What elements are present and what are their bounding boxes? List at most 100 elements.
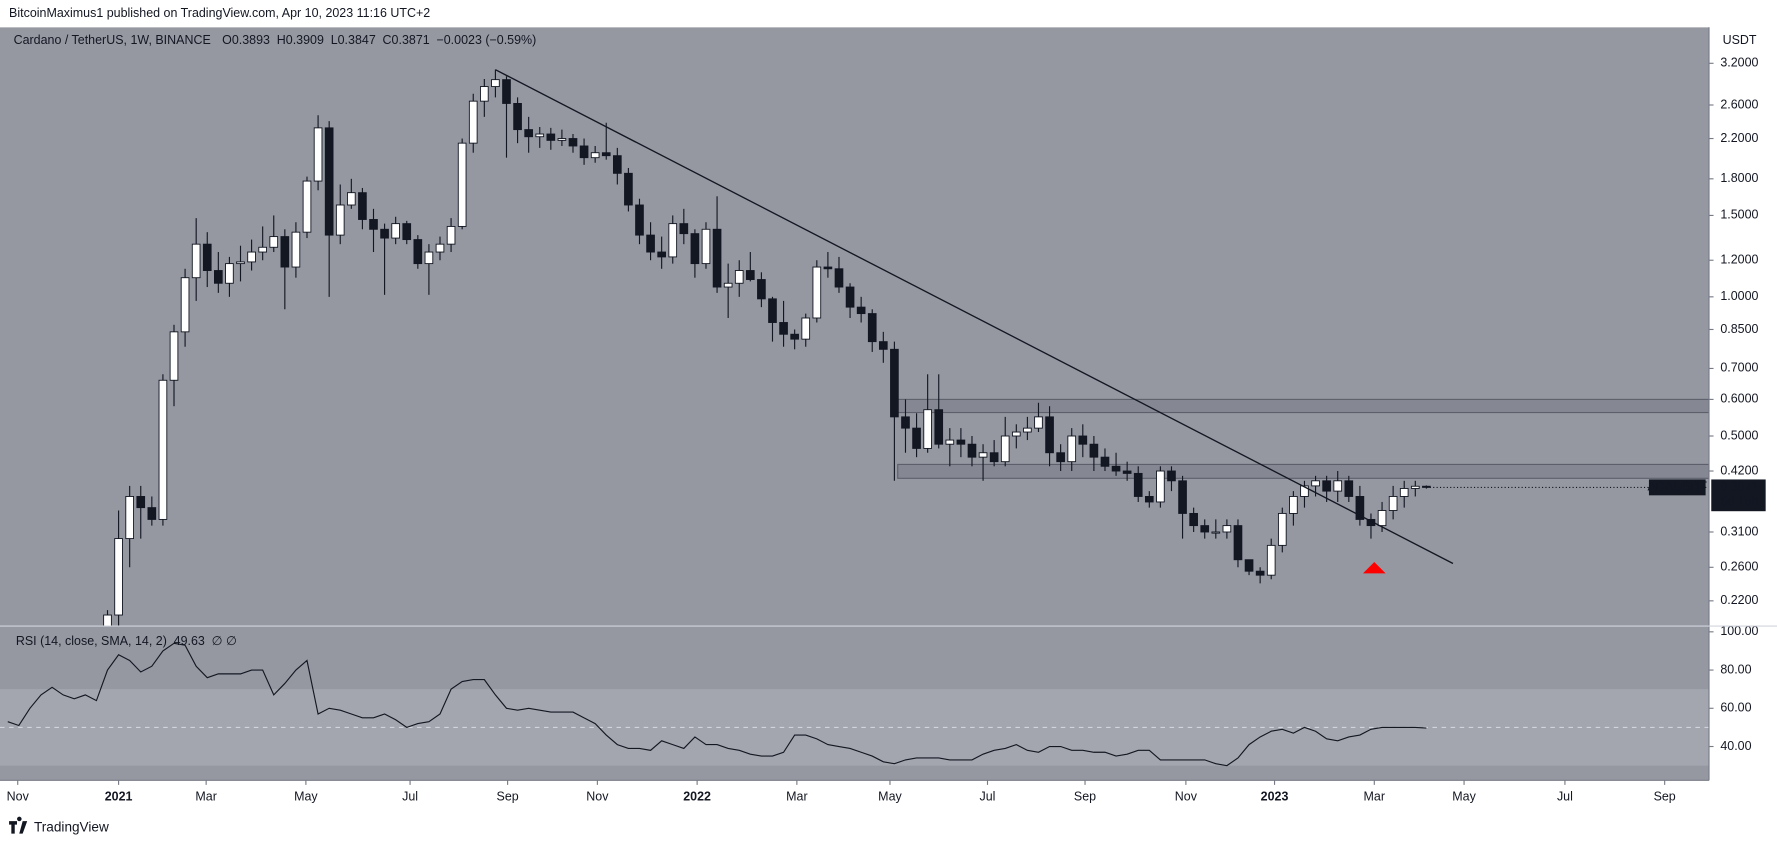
candle-body — [269, 236, 279, 248]
candle-body — [679, 223, 689, 235]
candle-body — [479, 86, 489, 102]
candle-body — [1233, 525, 1243, 561]
attribution: BitcoinMaximus1 published on TradingView… — [9, 6, 430, 20]
y-tick-label: 1.8000 — [1720, 171, 1758, 185]
last-price-label: 0.3871 — [1720, 480, 1758, 494]
candle-body — [624, 172, 633, 206]
candle-body — [1100, 456, 1110, 467]
candle-body — [214, 270, 223, 284]
rsi-pane — [0, 626, 1710, 781]
rsi-line — [7, 642, 1427, 767]
candle-body — [413, 239, 423, 265]
candle-body — [358, 192, 367, 220]
candle-body — [712, 228, 722, 288]
y-tick-label: 3.2000 — [1720, 56, 1758, 70]
brand-logo — [9, 816, 28, 834]
candle-body — [103, 614, 112, 627]
x-tick-label: Jul — [1557, 790, 1573, 804]
y-tick-label: 0.4200 — [1720, 463, 1758, 477]
rsi-extra: ∅ ∅ — [212, 634, 237, 648]
countdown-label: 6d 15h — [1720, 494, 1758, 508]
y-tick-label: 1.2000 — [1720, 253, 1758, 267]
x-tick-label: 2021 — [105, 790, 133, 804]
candle-body — [169, 331, 179, 381]
ohlc-value: 0.3871 — [392, 33, 430, 47]
candle-body — [202, 243, 212, 271]
candle-body — [757, 279, 766, 300]
candle-body — [114, 538, 123, 616]
candle-body — [346, 192, 356, 206]
candle-body — [468, 100, 478, 144]
change: −0.0023 (−0.59%) — [436, 33, 536, 47]
x-tick-label: Sep — [1654, 790, 1676, 804]
candle-body — [646, 234, 655, 253]
candle-body — [1300, 485, 1309, 497]
candle-body — [934, 409, 944, 445]
candle-body — [1000, 435, 1010, 463]
brand: TradingView — [34, 820, 109, 835]
candle-body — [1144, 496, 1154, 503]
candle-body — [1355, 496, 1365, 520]
candle-body — [524, 129, 533, 138]
y-tick-label: 0.7000 — [1720, 361, 1758, 375]
candle-body — [1410, 485, 1420, 489]
ohlc-value: 0.3893 — [232, 33, 270, 47]
x-tick-label: May — [294, 790, 318, 804]
candle-body — [1023, 427, 1032, 433]
candle-body — [856, 306, 866, 315]
candle-body — [1089, 443, 1099, 458]
ohlc-letter: O — [222, 33, 232, 47]
candle-body — [1156, 470, 1165, 503]
x-tick-label: 2023 — [1261, 790, 1289, 804]
candle-body — [380, 228, 389, 239]
candle-body — [147, 507, 157, 520]
candle-body — [1189, 512, 1198, 527]
rsi-y-tick-label: 40.00 — [1720, 739, 1751, 753]
candle-body — [612, 155, 622, 174]
candle-body — [867, 313, 877, 343]
ohlc-value: 0.3909 — [286, 33, 324, 47]
candle-body — [402, 223, 412, 241]
y-tick-label: 0.6000 — [1720, 392, 1758, 406]
candle-body — [391, 223, 400, 239]
candle-body — [1133, 472, 1143, 497]
x-tick-label: Nov — [7, 790, 30, 804]
price-box — [1711, 479, 1766, 512]
rsi-value: 49.63 — [174, 634, 205, 648]
ohlc-letter: C — [383, 33, 392, 47]
symbol: Cardano / TetherUS, 1W, BINANCE — [14, 33, 211, 47]
candle-body — [291, 231, 301, 268]
rsi-y-tick-label: 80.00 — [1720, 662, 1751, 676]
candle-body — [457, 142, 467, 227]
candle-body — [158, 379, 168, 520]
x-tick-label: Mar — [786, 790, 807, 804]
candle-body — [335, 204, 345, 236]
candle-body — [1333, 480, 1343, 492]
y-tick-label: 1.0000 — [1720, 289, 1758, 303]
candle-body — [845, 286, 855, 308]
candle-body — [1034, 416, 1043, 429]
candle-body — [890, 348, 899, 418]
candle-body — [1067, 435, 1077, 463]
candle-body — [945, 439, 955, 445]
candle-body — [978, 452, 988, 458]
candle-body — [302, 180, 312, 233]
candle-body — [491, 79, 500, 88]
x-tick-label: Mar — [1364, 790, 1385, 804]
x-tick-label: Sep — [497, 790, 519, 804]
candle-body — [1122, 470, 1132, 474]
candle-body — [989, 452, 999, 463]
price-background — [0, 27, 1710, 627]
candle-body — [1277, 512, 1287, 546]
y-tick-label: 0.3100 — [1720, 524, 1758, 538]
y-tick-label: 0.5000 — [1720, 428, 1758, 442]
candle-body — [1056, 452, 1065, 463]
x-tick-label: 2022 — [683, 790, 711, 804]
ohlc-letter: H — [277, 33, 286, 47]
candle-body — [901, 416, 910, 429]
candle-body — [557, 138, 567, 141]
candle-body — [790, 333, 799, 340]
candle-body — [912, 427, 921, 449]
candle-body — [1045, 416, 1054, 454]
candle-body — [1266, 544, 1276, 576]
